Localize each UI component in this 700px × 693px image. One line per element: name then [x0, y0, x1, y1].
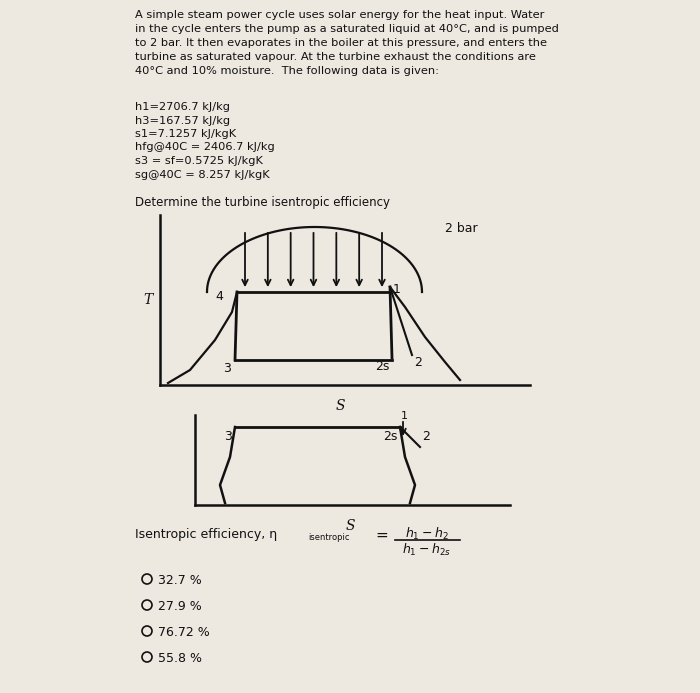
Text: 32.7 %: 32.7 %	[158, 574, 202, 587]
Text: 1: 1	[401, 411, 408, 421]
Text: 2: 2	[414, 356, 422, 369]
Text: s3 = sf=0.5725 kJ/kgK: s3 = sf=0.5725 kJ/kgK	[135, 156, 263, 166]
Text: 1: 1	[393, 283, 401, 296]
Text: h3=167.57 kJ/kg: h3=167.57 kJ/kg	[135, 116, 230, 125]
Text: 2s: 2s	[384, 430, 398, 443]
Text: 55.8 %: 55.8 %	[158, 652, 202, 665]
Text: 2s: 2s	[376, 360, 390, 373]
Text: Isentropic efficiency, η: Isentropic efficiency, η	[135, 528, 277, 541]
Text: h1=2706.7 kJ/kg: h1=2706.7 kJ/kg	[135, 102, 230, 112]
Text: isentropic: isentropic	[308, 533, 349, 542]
Text: =: =	[375, 528, 388, 543]
Text: s1=7.1257 kJ/kgK: s1=7.1257 kJ/kgK	[135, 129, 236, 139]
Text: hfg@40C = 2406.7 kJ/kg: hfg@40C = 2406.7 kJ/kg	[135, 143, 274, 152]
Text: 3: 3	[223, 362, 231, 375]
Text: $h_1 - h_{2s}$: $h_1 - h_{2s}$	[402, 542, 452, 558]
Text: 3: 3	[224, 430, 232, 443]
Text: S: S	[345, 519, 355, 533]
Text: T: T	[144, 293, 153, 307]
Text: 4: 4	[215, 290, 223, 303]
Text: 27.9 %: 27.9 %	[158, 600, 202, 613]
Text: 76.72 %: 76.72 %	[158, 626, 210, 639]
Text: A simple steam power cycle uses solar energy for the heat input. Water
in the cy: A simple steam power cycle uses solar en…	[135, 10, 559, 76]
Text: sg@40C = 8.257 kJ/kgK: sg@40C = 8.257 kJ/kgK	[135, 170, 270, 179]
Text: $h_1 - h_2$: $h_1 - h_2$	[405, 526, 449, 542]
Text: Determine the turbine isentropic efficiency: Determine the turbine isentropic efficie…	[135, 196, 390, 209]
Text: 2 bar: 2 bar	[445, 222, 477, 235]
Text: S: S	[335, 399, 344, 413]
Text: 2: 2	[422, 430, 430, 443]
